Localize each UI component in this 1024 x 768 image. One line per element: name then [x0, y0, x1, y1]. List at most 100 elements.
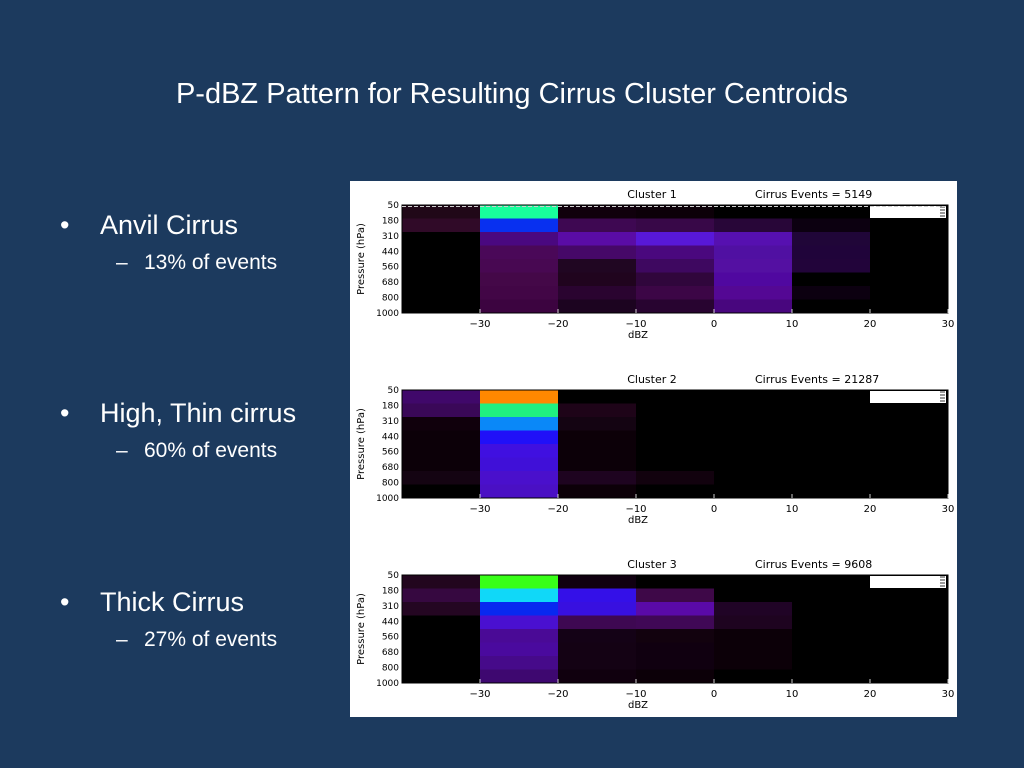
heatmap-cell: [480, 430, 558, 445]
heatmap-cell: [480, 417, 558, 431]
heatmap-cell: [480, 205, 558, 219]
y-tick-label: 560: [382, 263, 399, 273]
heatmap-cell: [402, 669, 480, 684]
heatmap-cell: [792, 205, 870, 219]
heatmap-cell: [714, 430, 792, 445]
plot-frame: [401, 204, 949, 314]
heatmap-cell: [870, 272, 948, 287]
x-axis-label: dBZ: [628, 515, 648, 526]
heatmap-cell: [636, 484, 714, 499]
heatmap-cell: [402, 588, 480, 603]
y-tick-label: 180: [382, 401, 399, 411]
heatmap-cell: [714, 471, 792, 485]
heatmap-cell: [480, 286, 558, 300]
heatmap-cell: [792, 629, 870, 643]
heatmap-cell: [558, 272, 636, 287]
heatmap-cell: [402, 575, 480, 589]
heatmap-cell: [714, 245, 792, 260]
heatmap-cell: [792, 299, 870, 314]
heatmap-cell: [714, 457, 792, 472]
colorbar-swatch: [870, 391, 946, 403]
heatmap-cell: [480, 484, 558, 499]
heatmap-cell: [714, 272, 792, 287]
heatmap-cell: [558, 615, 636, 630]
heatmap-cell: [714, 484, 792, 499]
x-tick-label: 10: [786, 504, 799, 515]
y-tick-label: 800: [382, 664, 399, 674]
heatmap-cell: [636, 417, 714, 431]
x-tick-label: 0: [711, 504, 717, 515]
heatmap-cell: [558, 471, 636, 485]
y-tick-label: 1000: [376, 309, 399, 319]
heatmap-cell: [402, 444, 480, 458]
heatmap-cell: [714, 615, 792, 630]
heatmap-cell: [714, 602, 792, 616]
sub-dash: –: [116, 251, 128, 274]
x-tick-label: −20: [547, 319, 568, 330]
heatmap-cell: [558, 245, 636, 260]
bullet-anvil-cirrus: • Anvil Cirrus –13% of events: [60, 210, 277, 275]
heatmap-cell: [402, 615, 480, 630]
heatmap-cell: [636, 615, 714, 630]
heatmap-cell: [792, 218, 870, 233]
heatmap-cell: [870, 245, 948, 260]
heatmap-cell: [870, 484, 948, 499]
heatmap-cell: [714, 629, 792, 643]
heatmap-cell: [870, 656, 948, 670]
heatmap-cell: [792, 588, 870, 603]
heatmap-cell: [792, 656, 870, 670]
bullet-thick-cirrus: • Thick Cirrus –27% of events: [60, 587, 277, 652]
heatmap-cell: [792, 484, 870, 499]
heatmap-cell: [480, 602, 558, 616]
heatmap-cell: [714, 444, 792, 458]
heatmap-cell: [792, 390, 870, 404]
x-tick-label: −10: [625, 504, 646, 515]
heatmap-cell: [714, 205, 792, 219]
heatmap-cell: [714, 299, 792, 314]
heatmap-cell: [636, 245, 714, 260]
heatmap-cell: [402, 218, 480, 233]
heatmap-cell: [402, 403, 480, 418]
heatmap-cell: [558, 430, 636, 445]
heatmap-cell: [870, 588, 948, 603]
heatmap-cell: [636, 471, 714, 485]
heatmap-cell: [558, 588, 636, 603]
heatmap-cell: [714, 286, 792, 300]
x-tick-label: 10: [786, 689, 799, 700]
heatmap-cell: [402, 205, 480, 219]
panel-title: Cluster 1: [627, 188, 677, 201]
y-tick-label: 560: [382, 448, 399, 458]
heatmap-cell: [558, 259, 636, 273]
heatmap-cell: [870, 602, 948, 616]
plot-frame: [401, 574, 949, 684]
panel-title: Cluster 3: [627, 558, 677, 571]
heatmap-cell: [714, 669, 792, 684]
y-tick-label: 440: [382, 617, 399, 627]
heatmap-cell: [480, 588, 558, 603]
cirrus-events-label: Cirrus Events = 9608: [755, 558, 872, 571]
x-tick-label: 20: [864, 504, 877, 515]
y-tick-label: 310: [382, 417, 399, 427]
heatmap-cell: [870, 471, 948, 485]
x-tick-label: −30: [469, 319, 490, 330]
heatmap-cell: [558, 390, 636, 404]
heatmap-cell: [714, 642, 792, 657]
heatmap-cell: [870, 444, 948, 458]
heatmap-cell: [480, 272, 558, 287]
heatmap-cell: [480, 629, 558, 643]
heatmap-cell: [636, 629, 714, 643]
heatmap-cell: [870, 457, 948, 472]
heatmap-cell: [558, 232, 636, 246]
y-axis-label: Pressure (hPa): [356, 223, 367, 295]
heatmap-cell: [402, 259, 480, 273]
colorbar-swatch: [870, 206, 946, 218]
heatmap-cell: [870, 629, 948, 643]
heatmap-cell: [402, 232, 480, 246]
heatmap-cell: [792, 430, 870, 445]
heatmap-cell: [480, 299, 558, 314]
heatmap-cell: [480, 615, 558, 630]
heatmap-cell: [714, 403, 792, 418]
heatmap-cell: [870, 218, 948, 233]
heatmap-cell: [714, 218, 792, 233]
x-tick-label: −30: [469, 504, 490, 515]
